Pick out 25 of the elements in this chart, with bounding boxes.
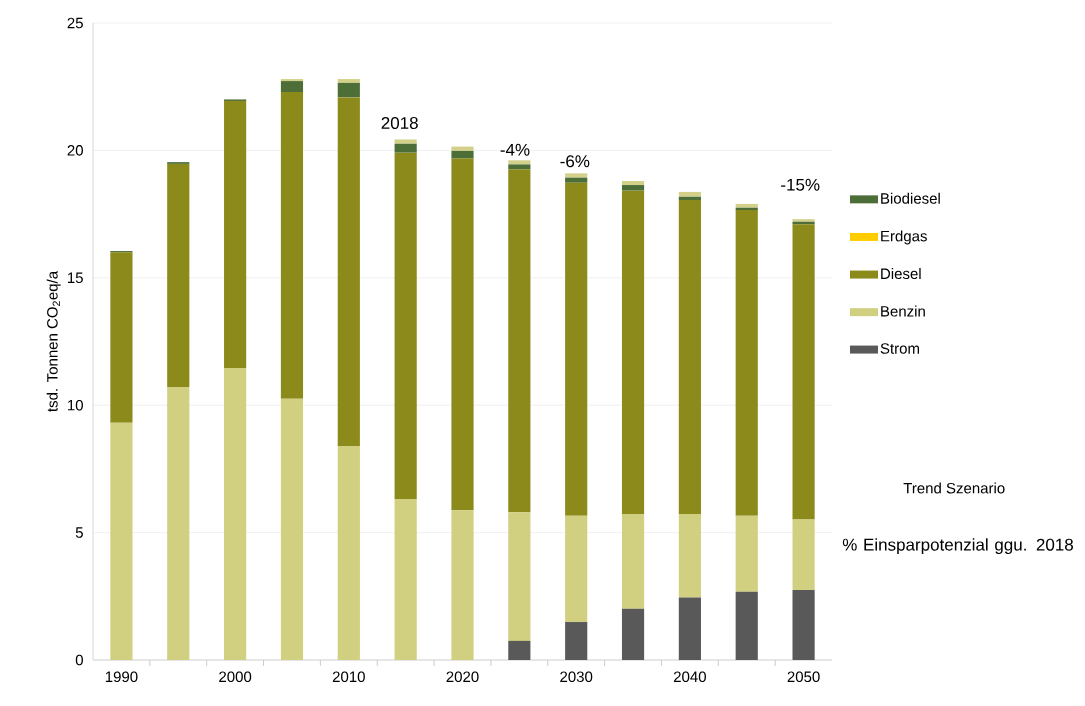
y-axis-title: tsd. Tonnen CO$_{2}$eq/a [46,270,61,412]
x-tick-label: 2000 [219,671,252,683]
legend-label: Diesel [881,268,921,280]
y-tick-label: 5 [75,527,83,538]
x-tick-label: 1990 [105,671,138,683]
x-tick-label: 2010 [332,671,365,683]
y-tick-label: 20 [67,145,83,156]
legend-label: Biodiesel [881,192,940,204]
x-tick-label: 2040 [673,671,706,683]
text: % Einsparpotenzial ggu. 2018 [842,538,1073,555]
annotation: -4% [500,143,530,156]
x-tick-label: 2030 [560,671,593,683]
annotation: 2018 [381,116,418,130]
x-tick-label: 2020 [446,671,479,683]
x-tick-label: 2050 [787,671,820,683]
legend-label: Strom [880,343,919,354]
legend-label: Erdgas [881,230,927,245]
text: Trend Szenario [903,482,1005,494]
y-tick-label: 10 [68,399,83,411]
legend-label: Benzin [881,305,925,317]
annotation: -15% [781,178,820,191]
y-tick-label: 0 [75,654,83,666]
annotation: -6% [560,155,590,168]
y-tick-label: 25 [67,17,83,29]
y-tick-label: 15 [68,272,83,284]
